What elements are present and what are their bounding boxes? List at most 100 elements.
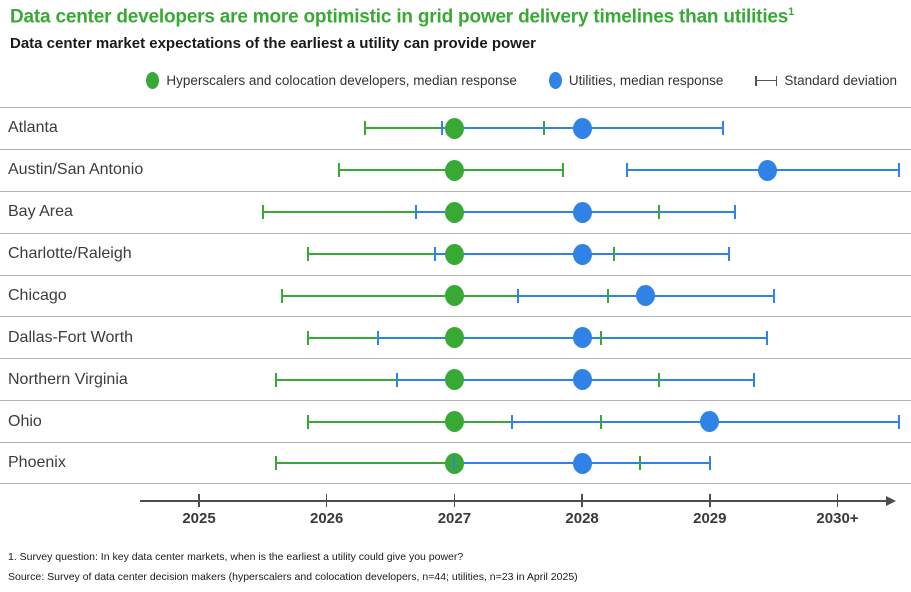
x-axis-tick-label: 2025 [182, 510, 216, 527]
footnote-source: Source: Survey of data center decision m… [8, 571, 578, 583]
x-axis-arrow-icon [886, 495, 896, 506]
utility-sd-cap-right-icon [727, 247, 730, 262]
developer-median-dot [444, 285, 464, 307]
x-axis-tick-icon [581, 494, 583, 507]
utility-sd-cap-right-icon [898, 414, 900, 429]
developer-sd-cap-right-icon [606, 288, 609, 303]
x-axis-line [140, 500, 888, 502]
utility-sd-cap-right-icon [708, 456, 711, 471]
market-row: Chicago [0, 274, 911, 317]
developer-sd-cap-left-icon [274, 372, 277, 387]
market-label: Charlotte/Raleigh [8, 245, 132, 263]
developer-sd-bar [282, 294, 608, 297]
utility-median-dot [572, 369, 592, 391]
x-axis-tick-label: 2030+ [816, 510, 859, 527]
standard-deviation-icon [755, 75, 778, 87]
page-title-text: Data center developers are more optimist… [10, 6, 789, 28]
utility-sd-bar [377, 336, 768, 339]
developer-dot-icon [146, 72, 160, 89]
developer-sd-cap-left-icon [364, 121, 366, 136]
legend-stdev-label: Standard deviation [784, 73, 897, 88]
developer-sd-cap-left-icon [306, 330, 309, 345]
utility-sd-cap-left-icon [510, 414, 513, 429]
developer-sd-cap-right-icon [600, 414, 603, 429]
market-label: Bay Area [8, 203, 73, 221]
x-axis-tick-icon [453, 494, 456, 507]
developer-sd-cap-left-icon [261, 205, 264, 220]
market-label: Northern Virginia [8, 370, 128, 388]
utility-sd-cap-left-icon [517, 288, 520, 303]
utility-sd-cap-right-icon [721, 121, 724, 136]
developer-median-dot [444, 327, 464, 349]
developer-median-dot [444, 159, 464, 181]
x-axis-tick-icon [325, 494, 328, 507]
utility-median-dot [572, 117, 592, 139]
utility-sd-cap-right-icon [753, 372, 756, 387]
developer-sd-cap-right-icon [542, 121, 545, 136]
developer-sd-cap-right-icon [638, 456, 641, 471]
chart-plot-area: Atlanta Austin/San Antonio Bay Area Charlot… [0, 107, 911, 484]
utility-sd-cap-left-icon [440, 121, 443, 136]
legend-item-developers: Hyperscalers and colocation developers, … [146, 72, 517, 89]
developer-median-dot [444, 243, 464, 265]
market-row: Austin/San Antonio [0, 148, 911, 191]
developer-sd-cap-left-icon [306, 247, 309, 262]
utility-median-dot [572, 201, 592, 223]
title-footnote-marker: 1 [788, 6, 795, 18]
developer-sd-cap-left-icon [306, 414, 309, 429]
utility-sd-cap-right-icon [766, 330, 769, 345]
x-axis-tick-label: 2027 [437, 510, 472, 527]
market-row: Ohio [0, 400, 911, 442]
developer-sd-cap-left-icon [338, 163, 341, 178]
developer-sd-cap-right-icon [600, 330, 603, 345]
utility-median-dot [757, 159, 777, 181]
utility-sd-cap-right-icon [734, 205, 737, 220]
footnote-survey-question: 1. Survey question: In key data center m… [8, 551, 464, 563]
x-axis-tick-icon [836, 494, 839, 507]
utility-median-dot [700, 411, 720, 433]
chart-legend: Hyperscalers and colocation developers, … [0, 72, 897, 89]
legend-item-utilities: Utilities, median response [548, 72, 724, 89]
x-axis-tick-label: 2028 [565, 510, 599, 527]
utility-sd-cap-left-icon [395, 372, 398, 387]
utility-sd-cap-left-icon [453, 456, 456, 471]
market-row: Bay Area [0, 190, 911, 233]
market-label: Chicago [8, 286, 67, 304]
utility-sd-cap-left-icon [625, 163, 628, 178]
page-title: Data center developers are more optimist… [10, 6, 794, 28]
developer-sd-cap-right-icon [613, 247, 616, 262]
developer-median-dot [444, 117, 464, 139]
utility-sd-cap-left-icon [434, 247, 437, 262]
market-label: Ohio [8, 412, 42, 430]
developer-median-dot [444, 411, 464, 433]
utility-sd-cap-left-icon [376, 330, 379, 345]
utility-sd-cap-right-icon [772, 288, 775, 303]
legend-item-stdev: Standard deviation [755, 73, 897, 88]
market-label: Dallas-Fort Worth [8, 328, 134, 346]
market-row: Northern Virginia [0, 358, 911, 400]
x-axis-tick-icon [709, 494, 711, 507]
market-row: Dallas-Fort Worth [0, 316, 911, 358]
developer-sd-cap-right-icon [561, 163, 564, 178]
developer-sd-cap-left-icon [274, 456, 277, 471]
market-row: Atlanta [0, 107, 911, 149]
market-label: Phoenix [8, 454, 66, 472]
utility-median-dot [572, 452, 592, 474]
market-label: Austin/San Antonio [8, 161, 144, 179]
utility-sd-cap-right-icon [898, 163, 900, 178]
legend-developers-label: Hyperscalers and colocation developers, … [166, 73, 517, 88]
developer-sd-cap-right-icon [657, 372, 660, 387]
x-axis-tick-label: 2029 [693, 510, 727, 527]
legend-utilities-label: Utilities, median response [568, 73, 724, 88]
developer-median-dot [444, 201, 464, 223]
utility-median-dot [572, 243, 592, 265]
utility-sd-cap-left-icon [415, 205, 418, 220]
x-axis-tick-icon [198, 494, 200, 507]
utility-median-dot [572, 327, 592, 349]
chart-subtitle: Data center market expectations of the e… [10, 35, 537, 52]
x-axis-tick-label: 2026 [310, 510, 344, 527]
developer-sd-cap-right-icon [657, 205, 660, 220]
developer-median-dot [444, 369, 464, 391]
utility-median-dot [636, 285, 656, 307]
